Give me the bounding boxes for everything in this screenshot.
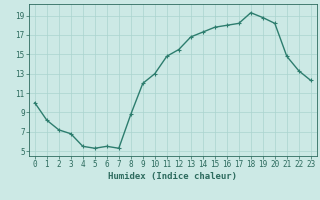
X-axis label: Humidex (Indice chaleur): Humidex (Indice chaleur)	[108, 172, 237, 181]
